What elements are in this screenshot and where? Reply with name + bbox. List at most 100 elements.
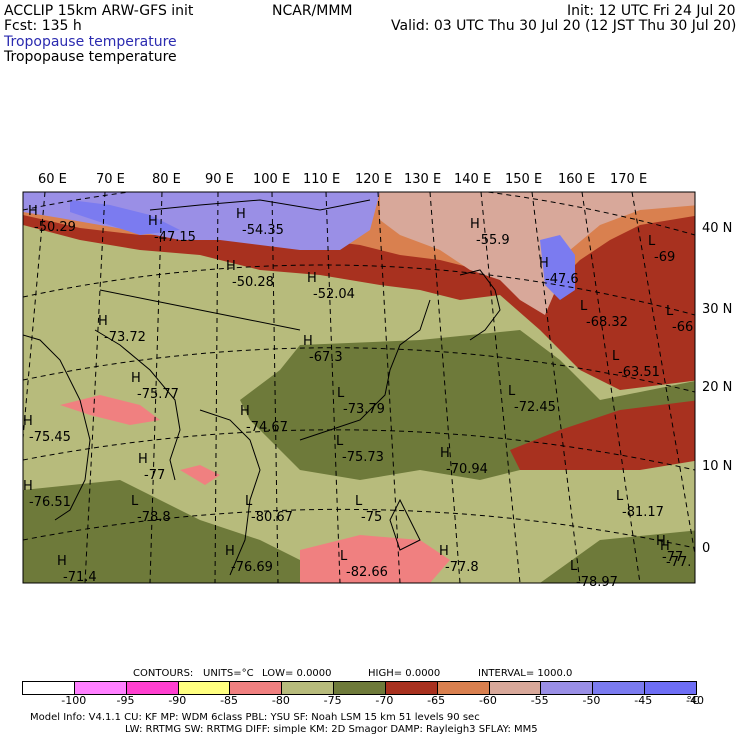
lon-label: 60 E [38,172,67,187]
pressure-center-annotation: H-71.4 [57,554,97,585]
map-annotations: H-50.29 H-47.15H-54.35H-50.28 H-52.04H-55.… [23,204,693,590]
colorbar-label: -55 [530,694,549,707]
field-rose [380,192,695,315]
center-type: H [539,256,549,271]
colorbar [22,681,697,695]
center-value: -77 [144,468,165,483]
lat-label: 0 [702,541,711,556]
center-type: H [98,314,108,329]
contours-low: LOW= 0.0000 [262,668,332,679]
center-value: -63.51 [618,365,660,380]
field-title-black: Tropopause temperature [4,49,177,65]
center-value: -76.69 [231,560,273,575]
pressure-center-annotation: H-67.3 [303,334,343,365]
center-value: -47.15 [154,230,196,245]
colorbar-label: °C [686,694,700,707]
center-type: H [303,334,313,349]
pressure-center-annotation: H-77. [660,539,691,570]
center-value: -55.9 [476,233,510,248]
center-value: -47.6 [545,272,579,287]
colorbar-label: -45 [634,694,653,707]
pressure-center-annotation: H-55.9 [470,217,510,248]
center-type: L [508,384,516,399]
colorbar-label: -90 [168,694,187,707]
center-value: -75.45 [29,430,71,445]
colorbar-segment [489,682,542,694]
center-value: -73.72 [104,330,146,345]
center-type: L [666,304,674,319]
lon-label: 160 E [558,172,596,187]
center-type: H [138,452,148,467]
coastlines [23,199,501,576]
center-type: L [580,299,588,314]
pressure-center-annotation: H-52.04 [307,271,355,302]
lon-label: 100 E [253,172,291,187]
pressure-center-annotation: H-76.51 [23,479,71,510]
center-value: -82.66 [346,565,388,580]
field-blue-purple [70,200,180,235]
lon-label: 110 E [303,172,341,187]
model-info-line-2: LW: RRTMG SW: RRTMG DIFF: simple KM: 2D … [125,724,538,735]
center-type: H [240,404,250,419]
map-frame [22,191,696,584]
colorbar-segment [23,682,75,694]
center-value: -81.17 [622,505,664,520]
pressure-center-annotation: H-70.94 [440,446,488,477]
center-type: H [23,414,33,429]
lon-label: 130 E [404,172,442,187]
colorbar-label: -65 [427,694,446,707]
pressure-center-annotation: L-68.32 [580,299,628,330]
center-type: L [336,434,344,449]
center-type: H [148,214,158,229]
pressure-center-annotation: L-78.8 [131,494,171,525]
pressure-center-annotation: H-50.28 [226,259,274,290]
contours-units: UNITS=°C [203,668,254,679]
field-title-blue: Tropopause temperature [4,34,177,50]
center-value: -69 [654,250,675,265]
center-value: -68.32 [586,315,628,330]
center-type: H [660,539,670,554]
pressure-center-annotation: L-66 [666,304,693,335]
lat-label: 20 N [702,380,733,395]
center-value: -70.94 [446,462,488,477]
colorbar-label: -75 [323,694,342,707]
center-value: -78.97 [576,575,618,590]
center-value: -67.3 [309,350,343,365]
colorbar-segment [126,682,179,694]
pressure-center-annotation: H-77.8 [439,544,479,575]
center-type: H [656,534,666,549]
colorbar-segment [230,682,283,694]
center-type: L [616,489,624,504]
center-type: L [570,559,578,574]
field-pink-3 [180,465,220,485]
center-value: -75.77 [137,387,179,402]
colorbar-segment [74,682,127,694]
center-value: -71.4 [63,570,97,585]
lat-label: 30 N [702,302,733,317]
pressure-center-annotation: L-75 [355,494,382,525]
lon-label: 70 E [96,172,125,187]
colorbar-segment [385,682,438,694]
colorbar-segment [645,682,696,694]
center-value: -72.45 [514,400,556,415]
center-value: -80.67 [251,510,293,525]
center-value: -77. [666,555,691,570]
center-value: -75 [361,510,382,525]
colorbar-segment [541,682,594,694]
model-info-line-1: Model Info: V4.1.1 CU: KF MP: WDM 6class… [30,712,480,723]
lon-label: 150 E [505,172,543,187]
title-forecast: Fcst: 135 h [4,18,82,34]
lat-label: 40 N [702,221,733,236]
pressure-center-annotation: L-72.45 [508,384,556,415]
center-type: H [57,554,67,569]
center-type: H [131,371,141,386]
colorbar-label: -50 [582,694,601,707]
pressure-center-annotation: H-73.72 [98,314,146,345]
title-model: ACCLIP 15km ARW-GFS init [4,3,194,19]
pressure-center-annotation: L-81.17 [616,489,664,520]
lon-label: 140 E [454,172,492,187]
title-init: Init: 12 UTC Fri 24 Jul 20 [567,3,736,19]
pressure-center-annotation: H-50.29 [28,204,76,235]
colorbar-segment [282,682,335,694]
